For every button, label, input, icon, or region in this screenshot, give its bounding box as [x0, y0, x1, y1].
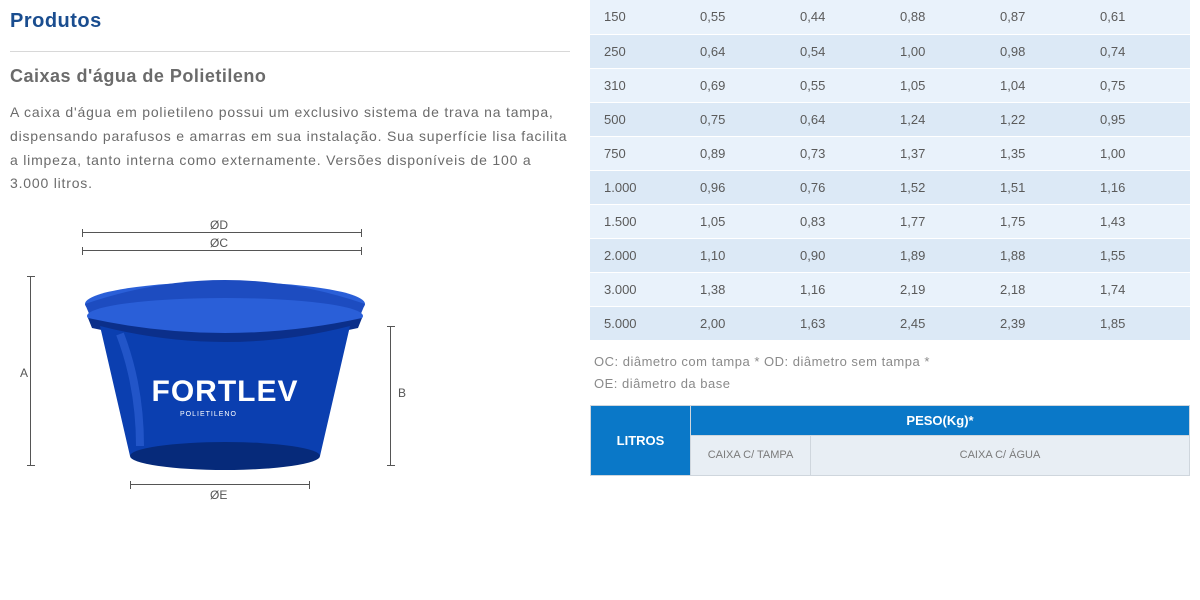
table-cell: 150 [590, 0, 690, 34]
peso-sub-right: CAIXA C/ ÁGUA [811, 435, 1190, 475]
tank-icon: FORTLEV POLIETILENO [80, 266, 370, 476]
table-cell: 0,76 [790, 170, 890, 204]
table-cell: 1,85 [1090, 306, 1190, 340]
table-cell: 2,45 [890, 306, 990, 340]
table-row: 3.0001,381,162,192,181,74 [590, 272, 1190, 306]
table-cell: 0,44 [790, 0, 890, 34]
table-row: 5000,750,641,241,220,95 [590, 102, 1190, 136]
table-cell: 0,73 [790, 136, 890, 170]
dim-od-label: ØD [210, 218, 228, 232]
table-cell: 0,64 [790, 102, 890, 136]
dim-a-label: A [20, 366, 28, 380]
table-cell: 1,37 [890, 136, 990, 170]
table-row: 1.5001,050,831,771,751,43 [590, 204, 1190, 238]
table-cell: 0,98 [990, 34, 1090, 68]
table-cell: 1,00 [890, 34, 990, 68]
footnote: OC: diâmetro com tampa * OD: diâmetro se… [594, 351, 1190, 395]
table-cell: 3.000 [590, 272, 690, 306]
section-title: Produtos [10, 10, 570, 33]
table-cell: 0,75 [690, 102, 790, 136]
table-cell: 1,00 [1090, 136, 1190, 170]
table-cell: 0,87 [990, 0, 1090, 34]
product-title: Caixas d'água de Polietileno [10, 66, 570, 87]
table-cell: 1,51 [990, 170, 1090, 204]
table-row: 3100,690,551,051,040,75 [590, 68, 1190, 102]
table-cell: 0,55 [690, 0, 790, 34]
table-row: 5.0002,001,632,452,391,85 [590, 306, 1190, 340]
table-cell: 0,69 [690, 68, 790, 102]
table-cell: 1,43 [1090, 204, 1190, 238]
table-cell: 0,96 [690, 170, 790, 204]
table-cell: 1.500 [590, 204, 690, 238]
table-row: 2500,640,541,000,980,74 [590, 34, 1190, 68]
dim-oc-label: ØC [210, 236, 228, 250]
table-cell: 1,38 [690, 272, 790, 306]
table-cell: 0,74 [1090, 34, 1190, 68]
table-cell: 2.000 [590, 238, 690, 272]
table-cell: 0,88 [890, 0, 990, 34]
table-cell: 1,05 [690, 204, 790, 238]
table-row: 7500,890,731,371,351,00 [590, 136, 1190, 170]
table-cell: 1,04 [990, 68, 1090, 102]
table-cell: 0,95 [1090, 102, 1190, 136]
table-cell: 1,10 [690, 238, 790, 272]
table-row: 2.0001,100,901,891,881,55 [590, 238, 1190, 272]
table-cell: 1,24 [890, 102, 990, 136]
table-cell: 1,22 [990, 102, 1090, 136]
table-row: 1.0000,960,761,521,511,16 [590, 170, 1190, 204]
table-cell: 1,16 [790, 272, 890, 306]
table-cell: 0,61 [1090, 0, 1190, 34]
svg-text:FORTLEV: FORTLEV [152, 375, 299, 408]
table-cell: 1,05 [890, 68, 990, 102]
table-cell: 250 [590, 34, 690, 68]
table-cell: 500 [590, 102, 690, 136]
peso-header: PESO(Kg)* [691, 405, 1190, 435]
table-cell: 1,35 [990, 136, 1090, 170]
dimensions-table: 1500,550,440,880,870,612500,640,541,000,… [590, 0, 1190, 341]
table-cell: 2,39 [990, 306, 1090, 340]
litros-header: LITROS [591, 405, 691, 475]
table-cell: 5.000 [590, 306, 690, 340]
table-cell: 0,55 [790, 68, 890, 102]
table-cell: 1,52 [890, 170, 990, 204]
table-cell: 1.000 [590, 170, 690, 204]
table-cell: 2,19 [890, 272, 990, 306]
table-cell: 1,89 [890, 238, 990, 272]
dim-b-label: B [398, 386, 406, 400]
table-cell: 750 [590, 136, 690, 170]
table-row: 1500,550,440,880,870,61 [590, 0, 1190, 34]
peso-sub-left: CAIXA C/ TAMPA [691, 435, 811, 475]
table-cell: 2,18 [990, 272, 1090, 306]
table-cell: 0,64 [690, 34, 790, 68]
divider [10, 51, 570, 52]
table-cell: 1,16 [1090, 170, 1190, 204]
table-cell: 1,88 [990, 238, 1090, 272]
table-cell: 0,89 [690, 136, 790, 170]
table-cell: 0,54 [790, 34, 890, 68]
product-description: A caixa d'água em polietileno possui um … [10, 101, 570, 196]
tank-diagram: ØD ØC A B ØE FORTLEV POLIETILENO [20, 226, 400, 506]
peso-table-header: LITROS PESO(Kg)* CAIXA C/ TAMPA CAIXA C/… [590, 405, 1190, 476]
table-cell: 1,74 [1090, 272, 1190, 306]
table-cell: 1,55 [1090, 238, 1190, 272]
table-cell: 2,00 [690, 306, 790, 340]
table-cell: 0,90 [790, 238, 890, 272]
table-cell: 1,63 [790, 306, 890, 340]
table-cell: 1,75 [990, 204, 1090, 238]
table-cell: 0,75 [1090, 68, 1190, 102]
table-cell: 1,77 [890, 204, 990, 238]
table-cell: 0,83 [790, 204, 890, 238]
dim-oe-label: ØE [210, 488, 227, 502]
table-cell: 310 [590, 68, 690, 102]
svg-text:POLIETILENO: POLIETILENO [180, 411, 237, 418]
